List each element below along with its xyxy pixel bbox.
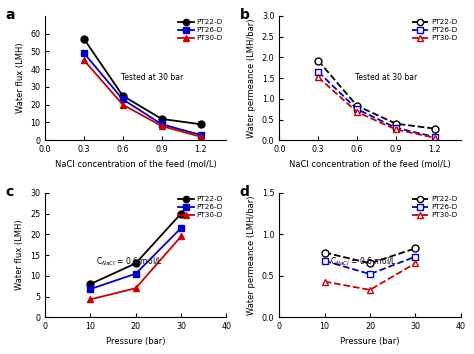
Text: d: d (239, 185, 249, 199)
Y-axis label: Water flux (LMH): Water flux (LMH) (16, 43, 25, 113)
X-axis label: Pressure (bar): Pressure (bar) (340, 337, 400, 346)
Text: C$_{NaCl}$ = 0.6 mol/L: C$_{NaCl}$ = 0.6 mol/L (330, 256, 397, 268)
Legend: PT22-D, PT26-D, PT30-D: PT22-D, PT26-D, PT30-D (176, 195, 224, 219)
X-axis label: NaCl concentration of the feed (mol/L): NaCl concentration of the feed (mol/L) (289, 160, 451, 169)
Y-axis label: Water permeance (LMH/bar): Water permeance (LMH/bar) (247, 18, 256, 138)
X-axis label: Pressure (bar): Pressure (bar) (106, 337, 165, 346)
Legend: PT22-D, PT26-D, PT30-D: PT22-D, PT26-D, PT30-D (410, 18, 458, 42)
Text: C$_{NaCl}$ = 0.6 mol/L: C$_{NaCl}$ = 0.6 mol/L (96, 256, 163, 268)
X-axis label: NaCl concentration of the feed (mol/L): NaCl concentration of the feed (mol/L) (55, 160, 217, 169)
Legend: PT22-D, PT26-D, PT30-D: PT22-D, PT26-D, PT30-D (176, 18, 224, 42)
Y-axis label: Water flux (LMH): Water flux (LMH) (15, 220, 24, 290)
Y-axis label: Water permeance (LMH/bar): Water permeance (LMH/bar) (247, 195, 256, 315)
Text: c: c (5, 185, 13, 199)
Legend: PT22-D, PT26-D, PT30-D: PT22-D, PT26-D, PT30-D (410, 195, 458, 219)
Text: a: a (5, 8, 15, 22)
Text: b: b (239, 8, 249, 22)
Text: Tested at 30 bar: Tested at 30 bar (121, 74, 183, 82)
Text: Tested at 30 bar: Tested at 30 bar (356, 74, 418, 82)
